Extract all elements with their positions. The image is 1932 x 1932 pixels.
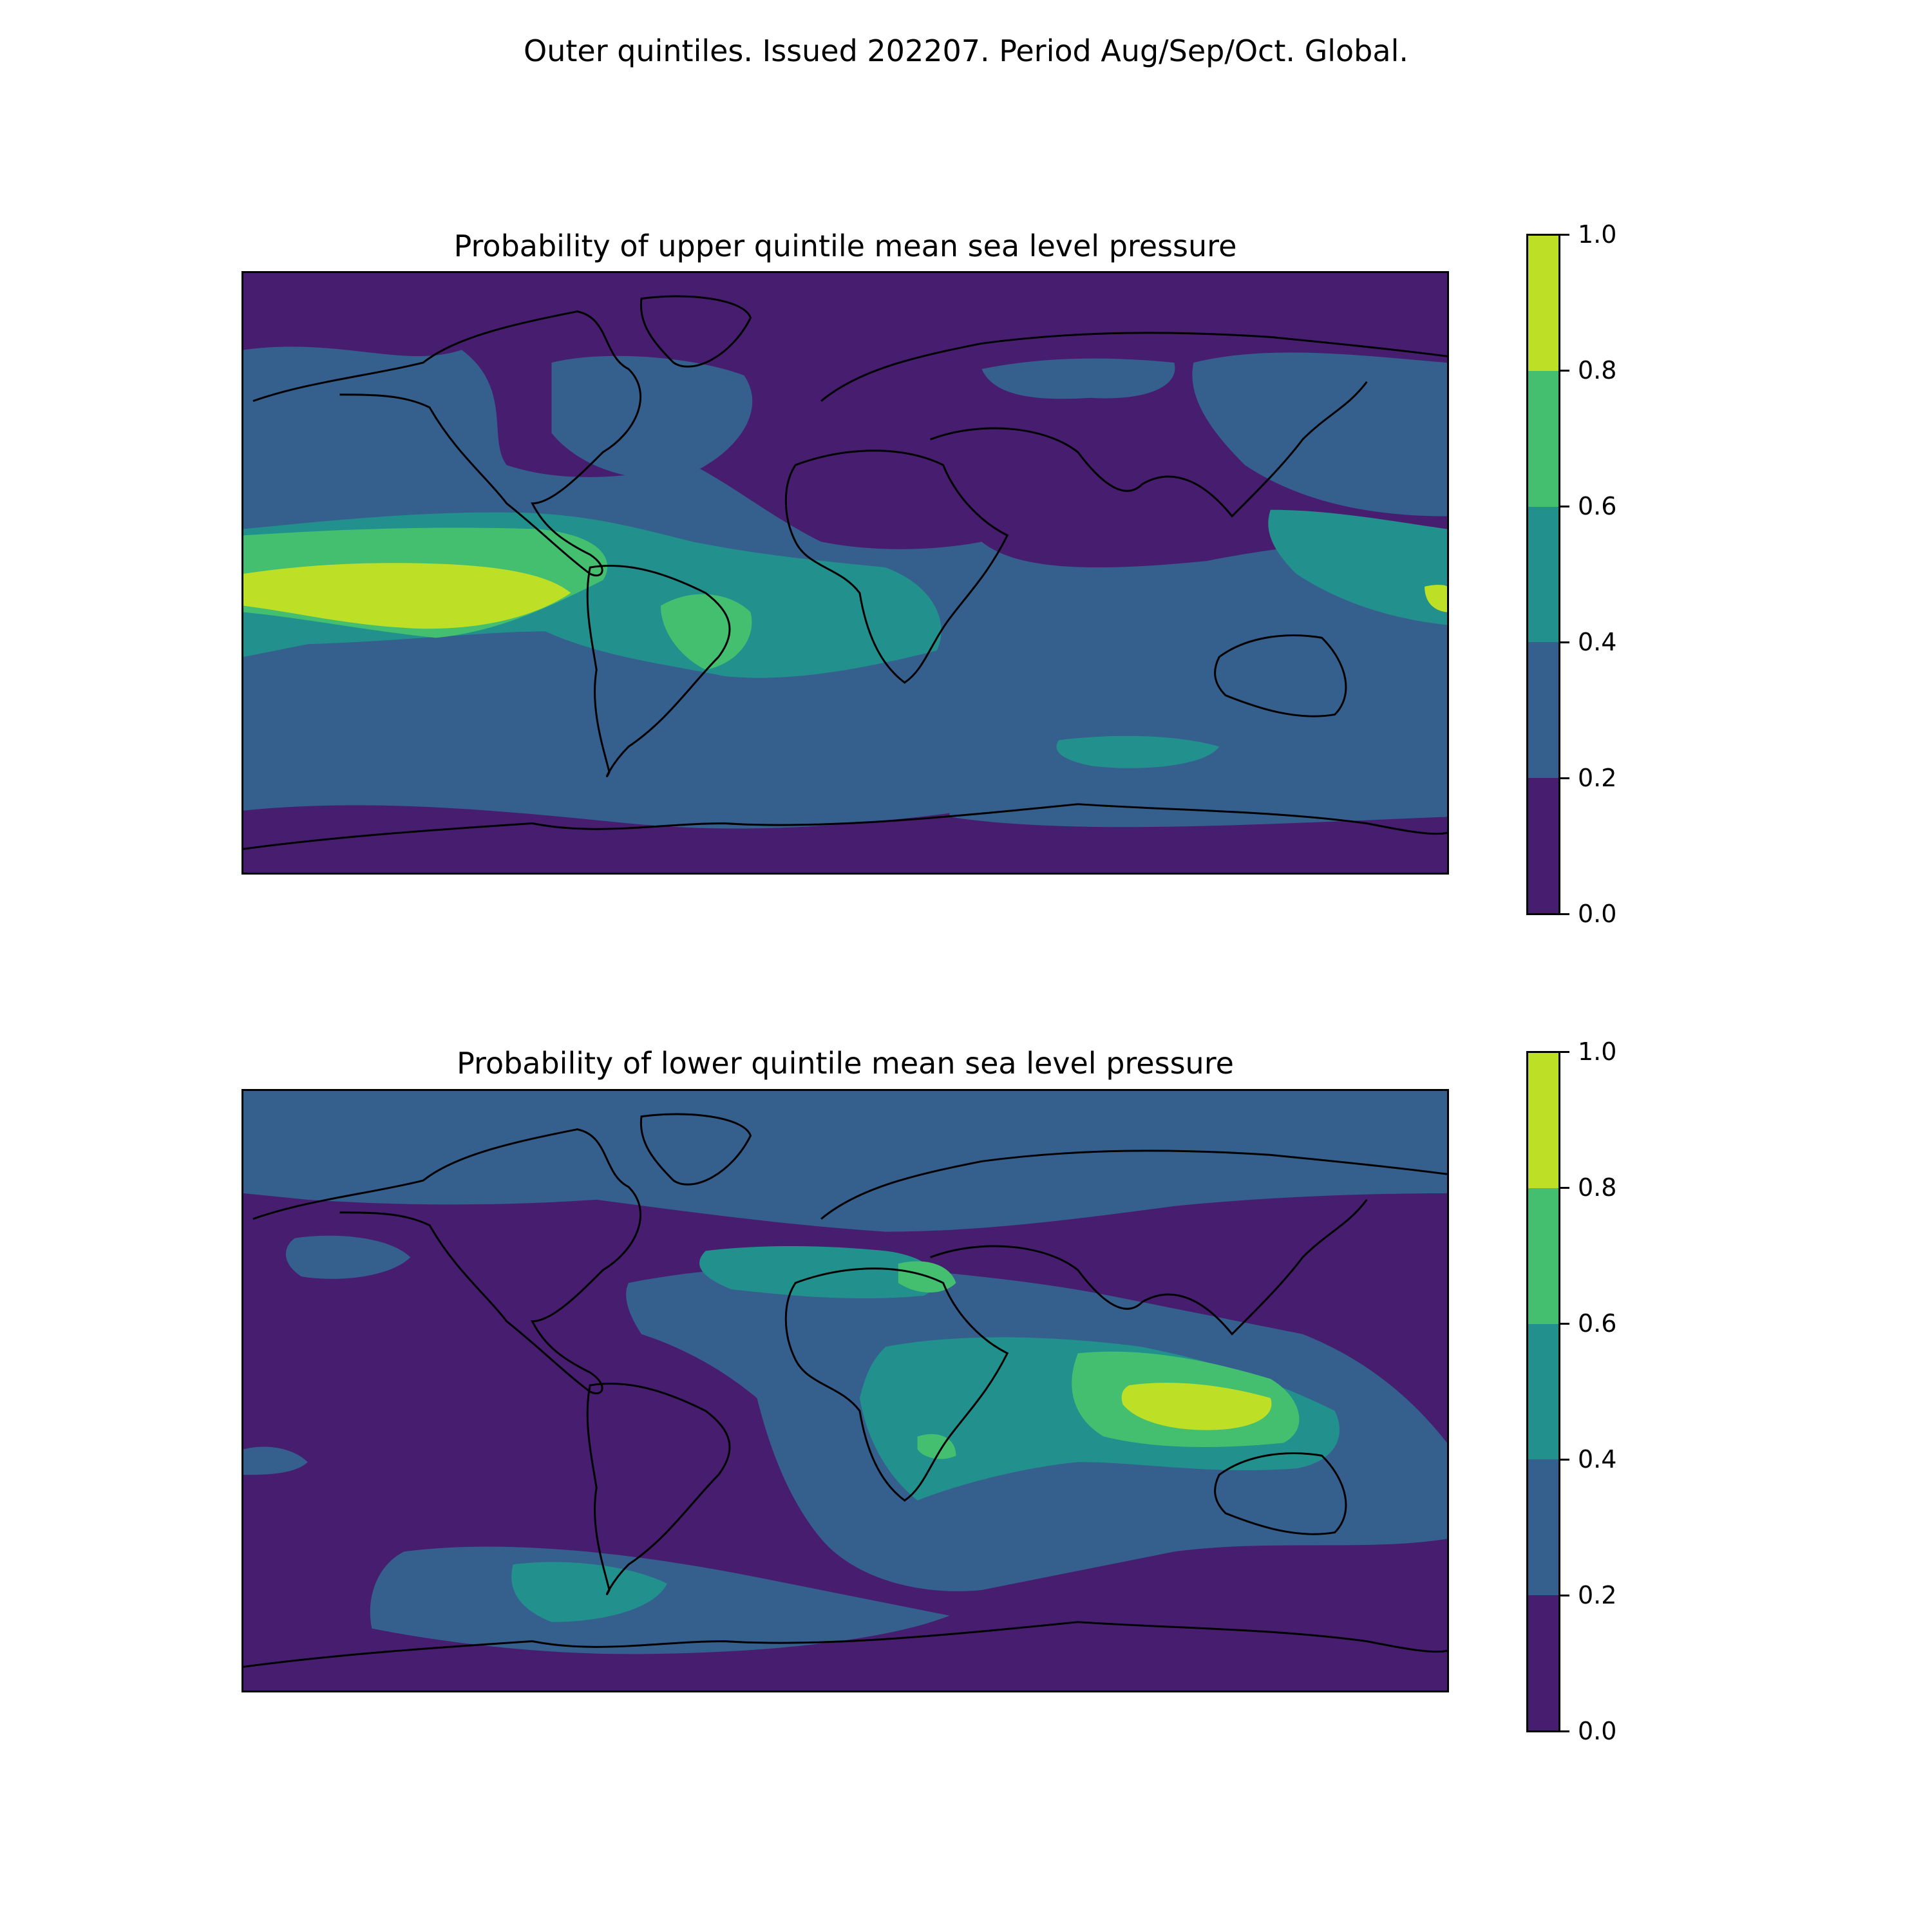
lower-band-0.2-pacific-patch — [285, 1235, 411, 1279]
upper-colorbar-tick — [1560, 641, 1569, 643]
lower-coastlines — [243, 1113, 1447, 1668]
upper-map-svg — [243, 273, 1447, 873]
upper-band-0.8-dateline — [1425, 585, 1447, 612]
upper-band-0.2-europe — [981, 358, 1175, 399]
lower-colorbar-seg-0.0-0.2 — [1528, 1595, 1558, 1730]
lower-coast-australia — [1214, 1452, 1347, 1535]
upper-map — [242, 271, 1449, 875]
upper-coast-eurasia — [820, 332, 1447, 518]
lower-coast-antarctica — [243, 1621, 1447, 1668]
upper-colorbar — [1526, 234, 1560, 915]
upper-coast-antarctica — [243, 803, 1447, 850]
upper-coast-south-america — [586, 565, 731, 777]
upper-coast-australia — [1214, 634, 1347, 717]
lower-coast-africa — [784, 1267, 1009, 1502]
lower-colorbar-tick-label: 0.0 — [1578, 1717, 1617, 1745]
upper-colorbar-tick-label: 0.0 — [1578, 900, 1617, 928]
lower-panel-title: Probability of lower quintile mean sea l… — [457, 1046, 1234, 1081]
lower-coast-eurasia — [820, 1150, 1447, 1336]
lower-band-0.4-north-africa — [699, 1245, 937, 1299]
lower-map — [242, 1089, 1449, 1692]
upper-band-0.2-far-south — [949, 764, 1447, 828]
lower-colorbar-tick-label: 0.2 — [1578, 1581, 1617, 1609]
upper-colorbar-tick-label: 0.4 — [1578, 628, 1617, 656]
upper-colorbar-seg-0.8-1.0 — [1528, 236, 1558, 372]
upper-colorbar-seg-0.0-0.2 — [1528, 777, 1558, 913]
upper-colorbar-tick — [1560, 370, 1569, 372]
upper-colorbar-tick — [1560, 506, 1569, 507]
upper-band-0.6-south-america — [660, 594, 752, 670]
upper-colorbar-seg-0.6-0.8 — [1528, 371, 1558, 507]
upper-band-0.2-north-atlantic — [551, 355, 753, 479]
lower-colorbar-tick — [1560, 1730, 1569, 1732]
upper-colorbar-tick-label: 0.6 — [1578, 492, 1617, 520]
upper-colorbar-tick-label: 0.2 — [1578, 764, 1617, 792]
upper-colorbar-tick — [1560, 913, 1569, 915]
upper-coast-greenland — [639, 295, 752, 368]
lower-colorbar-tick-label: 0.8 — [1578, 1173, 1617, 1202]
lower-colorbar-tick — [1560, 1051, 1569, 1053]
upper-coast-north-america — [252, 310, 641, 577]
lower-band-0.8-indonesia-core — [1121, 1383, 1272, 1430]
upper-colorbar-tick — [1560, 234, 1569, 236]
lower-colorbar-tick-label: 1.0 — [1578, 1037, 1617, 1066]
upper-colorbar-seg-0.2-0.4 — [1528, 642, 1558, 778]
lower-colorbar-seg-0.2-0.4 — [1528, 1459, 1558, 1595]
lower-coast-north-america — [252, 1128, 641, 1395]
lower-colorbar-tick — [1560, 1459, 1569, 1461]
upper-colorbar-tick-label: 1.0 — [1578, 220, 1617, 249]
lower-colorbar-tick — [1560, 1187, 1569, 1189]
lower-band-0.2-east-pacific — [243, 1446, 308, 1475]
lower-band-0.2-arctic — [243, 1091, 1447, 1232]
lower-colorbar-tick — [1560, 1595, 1569, 1596]
lower-coast-greenland — [639, 1113, 752, 1186]
upper-colorbar-seg-0.4-0.6 — [1528, 506, 1558, 643]
lower-coast-south-america — [586, 1383, 731, 1595]
lower-colorbar — [1526, 1051, 1560, 1732]
upper-colorbar-tick — [1560, 777, 1569, 779]
lower-colorbar-seg-0.6-0.8 — [1528, 1188, 1558, 1324]
upper-colorbar-tick-label: 0.8 — [1578, 356, 1617, 384]
lower-band-0.4-south-atlantic — [511, 1562, 667, 1622]
lower-colorbar-tick-label: 0.4 — [1578, 1445, 1617, 1473]
upper-panel-title: Probability of upper quintile mean sea l… — [453, 229, 1237, 263]
upper-band-0.2-east-asia — [1192, 352, 1447, 516]
lower-colorbar-seg-0.4-0.6 — [1528, 1323, 1558, 1460]
lower-colorbar-tick — [1560, 1323, 1569, 1325]
lower-colorbar-tick-label: 0.6 — [1578, 1309, 1617, 1338]
lower-map-svg — [243, 1091, 1447, 1690]
upper-coast-africa — [784, 450, 1009, 684]
upper-band-0.4-south-indian — [1056, 735, 1220, 768]
figure-suptitle: Outer quintiles. Issued 202207. Period A… — [524, 33, 1408, 68]
upper-band-0.8-pacific-core — [243, 563, 571, 629]
upper-band-0.4-west-pacific — [1268, 509, 1447, 625]
lower-colorbar-seg-0.8-1.0 — [1528, 1053, 1558, 1189]
upper-coastlines — [243, 295, 1447, 850]
